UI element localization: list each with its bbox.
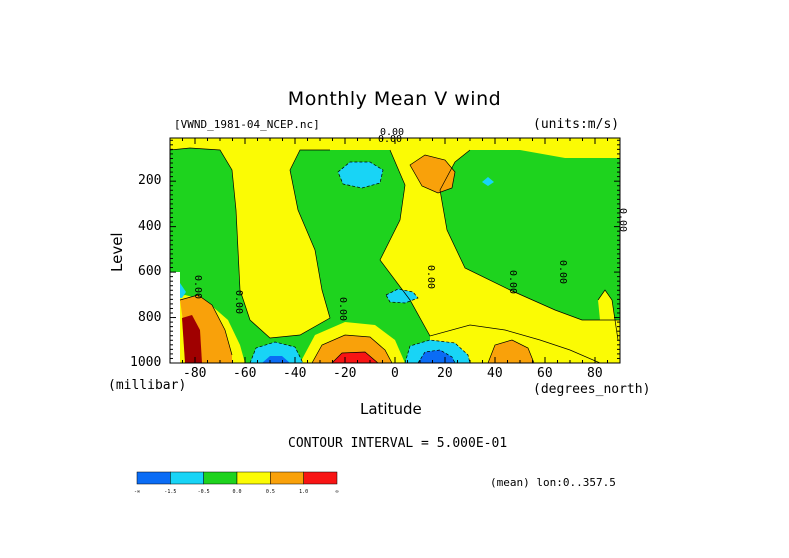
contour-line [404, 339, 471, 363]
contour-label: 0.00 [507, 270, 518, 294]
y-tick-label: 200 [138, 173, 162, 189]
contour-line [597, 289, 619, 341]
y-axis-label: Level [108, 232, 126, 272]
contour-line [379, 149, 601, 363]
contour-line [409, 154, 456, 194]
contour-label: 0.00 [378, 134, 402, 145]
colorbar-swatch [236, 471, 271, 485]
fill-orange-equator [312, 335, 392, 363]
colorbar-swatch [270, 471, 304, 485]
contour-line [439, 149, 620, 321]
contour-line [487, 339, 535, 363]
file-label: [VWND_1981-04_NCEP.nc] [174, 118, 320, 131]
colorbar-tick-label: ∞ [335, 489, 339, 495]
x-tick-label: -60 [233, 366, 257, 381]
fill-cyan-south [250, 342, 303, 363]
x-tick-label: -80 [183, 366, 207, 381]
x-units-label: (degrees_north) [533, 382, 651, 397]
fill-yellow-upper [170, 138, 620, 363]
y-units-label: (millibar) [108, 378, 187, 393]
fill-red-south [182, 315, 202, 363]
y-tick-label: 400 [138, 218, 162, 234]
contour-line [331, 351, 379, 363]
x-tick-label: 20 [437, 366, 453, 381]
fill-yellow-right [598, 290, 620, 363]
contour-label: 0.00 [233, 290, 244, 314]
colorbar-tick-label: 1.0 [299, 489, 309, 495]
x-tick-label: -40 [283, 366, 307, 381]
x-tick-label: 60 [537, 366, 553, 381]
contour-line [385, 288, 419, 304]
y-tick-label: 1000 [130, 355, 162, 370]
contour-label: 0.00 [192, 275, 203, 299]
contour-label: 0.00 [380, 127, 404, 138]
x-tick-label: -20 [333, 366, 357, 381]
axis-ticks [169, 138, 621, 364]
fill-red-equator [332, 352, 378, 363]
contour-lines [170, 147, 620, 363]
colorbar-tick-label: -1.5 [164, 489, 177, 495]
contour-line [337, 161, 384, 189]
contour-line [311, 334, 393, 363]
x-tick-label: 80 [587, 366, 603, 381]
fill-orange-nh [488, 340, 534, 363]
mean-label: (mean) lon:0..357.5 [490, 476, 616, 489]
contour-line [249, 341, 304, 363]
contour-line [170, 147, 331, 339]
contour-label: 0.00 [425, 265, 436, 289]
fill-blue-nh [418, 350, 455, 363]
colorbar-tick-label: 0.0 [232, 489, 242, 495]
colorbar-tick-label: -0.5 [197, 489, 210, 495]
colorbar-swatch [136, 471, 171, 485]
units-label: (units:m/s) [533, 117, 620, 132]
contour-fill-layer [170, 138, 620, 363]
x-tick-label: 40 [487, 366, 503, 381]
x-axis-label: Latitude [360, 400, 422, 418]
y-tick-label: 600 [138, 264, 162, 280]
colorbar-swatch [170, 471, 204, 485]
colorbar [136, 471, 338, 485]
fill-cyan-small [482, 177, 494, 186]
x-tick-label: 0 [391, 366, 399, 381]
contour-line [179, 294, 233, 356]
colorbar-swatch [203, 471, 238, 485]
chart-title: Monthly Mean V wind [287, 88, 502, 110]
contour-labels: 0.000.000.00 0.00 0.000.000.00 0.000.00 [192, 127, 628, 321]
contour-interval-text: CONTOUR INTERVAL = 5.000E-01 [288, 436, 508, 451]
colorbar-tick-label: -∞ [133, 489, 141, 495]
y-tick-label: 800 [138, 309, 162, 325]
fill-cyan-upper [338, 162, 383, 188]
contour-label: 0.00 [337, 297, 348, 321]
contour-label: 0.00 [617, 208, 628, 232]
contour-label: 0.00 [557, 260, 568, 284]
colorbar-tick-label: 0.5 [265, 489, 275, 495]
colorbar-swatch [303, 471, 338, 485]
